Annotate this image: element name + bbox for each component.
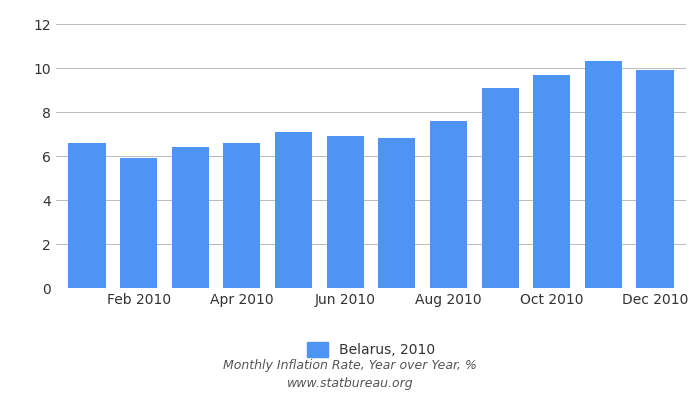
Bar <box>584 61 622 288</box>
Bar <box>275 132 312 288</box>
Bar <box>430 121 467 288</box>
Text: Monthly Inflation Rate, Year over Year, %: Monthly Inflation Rate, Year over Year, … <box>223 360 477 372</box>
Bar <box>636 70 673 288</box>
Bar <box>327 136 364 288</box>
Legend: Belarus, 2010: Belarus, 2010 <box>307 342 435 357</box>
Bar <box>533 74 570 288</box>
Bar <box>482 88 519 288</box>
Bar <box>120 158 158 288</box>
Bar <box>223 143 260 288</box>
Bar <box>172 147 209 288</box>
Bar <box>69 143 106 288</box>
Text: www.statbureau.org: www.statbureau.org <box>287 378 413 390</box>
Bar <box>378 138 415 288</box>
